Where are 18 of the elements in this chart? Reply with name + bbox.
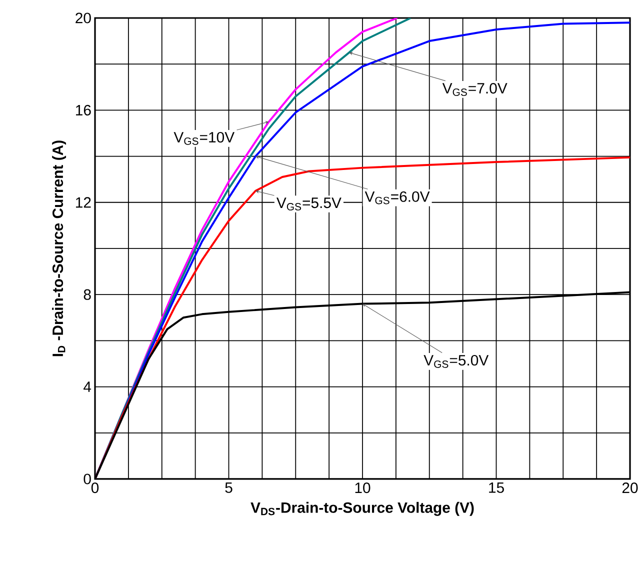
y-tick-label: 4 xyxy=(84,382,92,392)
y-tick-label: 20 xyxy=(76,12,91,24)
x-axis-title: V$_{DS}$-Drain-to-Source Voltage (V) xyxy=(250,502,474,516)
series-label: V$_{GS}$=5.5V xyxy=(276,198,342,210)
text: V$_{GS}$=5.0V xyxy=(424,354,489,368)
text: V$_{GS}$=7.0V xyxy=(442,82,508,96)
y-tick-label: 12 xyxy=(76,197,91,208)
x-tick-label: 10 xyxy=(355,482,370,494)
x-tick-label: 15 xyxy=(489,482,504,493)
x-tick-label: 5 xyxy=(225,482,232,493)
series-label: V$_{GS}$=10V xyxy=(174,132,234,145)
x-tick-label: 20 xyxy=(622,482,638,494)
y-tick-label: 16 xyxy=(76,104,91,116)
y-axis-title: I$_{D}$ -Drain-to-Source Current (A) xyxy=(52,140,66,356)
y-tick-label: 0 xyxy=(84,474,91,484)
x-tick-label: 0 xyxy=(91,482,99,494)
text: V$_{GS}$=6.0V xyxy=(364,191,430,204)
y-tick-label: 8 xyxy=(84,289,91,300)
